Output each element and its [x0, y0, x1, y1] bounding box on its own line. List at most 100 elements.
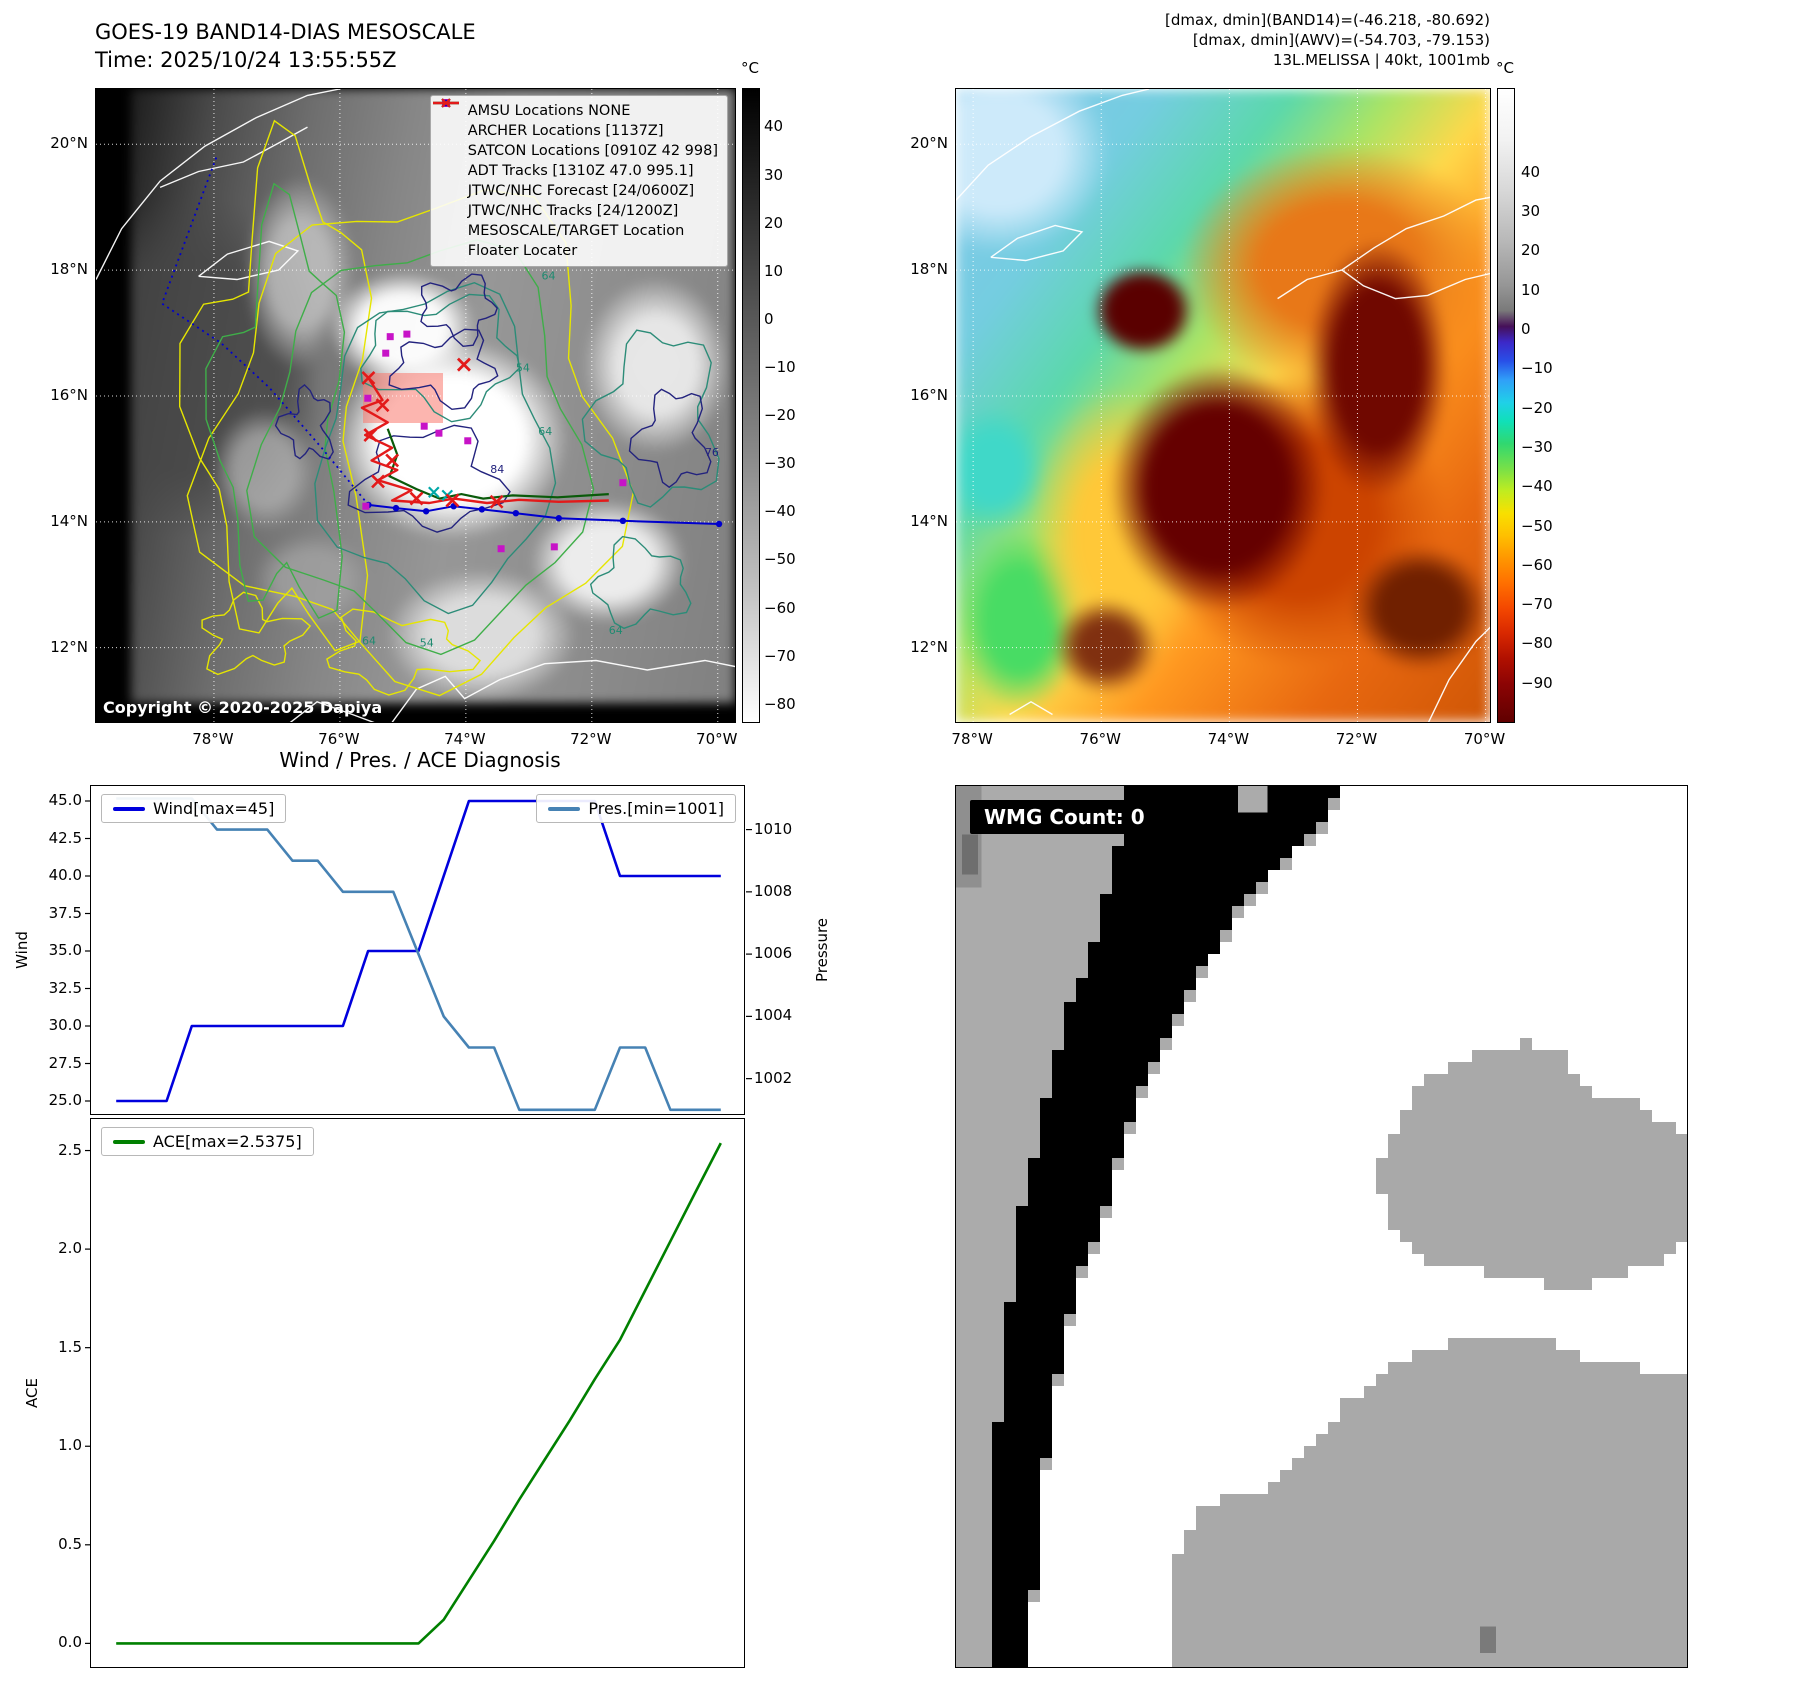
- lat-tick-label: 14°N: [50, 511, 88, 530]
- legend-item: ARCHER Locations [1137Z]: [434, 99, 718, 141]
- lon-tick-label: 72°W: [1335, 730, 1378, 748]
- lat-tick-label: 20°N: [50, 134, 88, 153]
- colorbar-tick-label: 40: [764, 117, 784, 136]
- ace-legend: ACE[max=2.5375]: [101, 1127, 314, 1156]
- legend-item: MESOSCALE/TARGET Location: [434, 98, 718, 241]
- awv-overlay: [956, 89, 1490, 722]
- colorbar-tick-label: 20: [764, 213, 784, 232]
- ace-y-tick-label: 2.5: [58, 1140, 82, 1159]
- legend-item: SATCON Locations [0910Z 42 998]: [434, 98, 718, 161]
- colorbar-tick-label: 0: [1521, 320, 1531, 339]
- storm-status-line: 13L.MELISSA | 40kt, 1001mb: [1272, 51, 1490, 69]
- ace-plot: [85, 1142, 722, 1645]
- legend-item-label: MESOSCALE/TARGET Location: [467, 223, 685, 239]
- awv-satellite-imagery: [956, 89, 1490, 722]
- colorbar-tick-label: −20: [764, 406, 796, 425]
- lat-tick-label: 12°N: [910, 637, 948, 656]
- awv-dmax-dmin-line: [dmax, dmin](AWV)=(-54.703, -79.153): [1192, 31, 1490, 49]
- copyright-text: Copyright © 2020-2025 Dapiya: [103, 698, 383, 717]
- colorbar-tick-label: 10: [1521, 280, 1541, 299]
- band14-colorbar: [742, 88, 760, 723]
- awv-colorbar-unit: °C: [1496, 59, 1514, 77]
- pressure-y-tick-label: 1002: [754, 1068, 793, 1087]
- lat-tick-label: 16°N: [910, 385, 948, 404]
- colorbar-tick-label: −90: [1521, 673, 1553, 692]
- svg-text:64: 64: [538, 425, 552, 438]
- band14-dmax-dmin-line: [dmax, dmin](BAND14)=(-46.218, -80.692): [1165, 11, 1490, 29]
- lat-tick-label: 12°N: [50, 637, 88, 656]
- lat-tick-label: 20°N: [910, 134, 948, 153]
- band14-legend: AMSU Locations NONE ARCHER Locations [113…: [429, 95, 728, 267]
- colorbar-tick-label: −80: [764, 694, 796, 713]
- svg-text:54: 54: [516, 362, 530, 375]
- legend-item-label: AMSU Locations NONE: [467, 103, 631, 119]
- colorbar-tick-label: −30: [764, 454, 796, 473]
- awv-map: [955, 88, 1491, 723]
- pressure-y-tick-label: 1008: [754, 881, 793, 900]
- legend-item-label: ARCHER Locations [1137Z]: [467, 123, 664, 139]
- svg-text:76: 76: [705, 446, 719, 459]
- legend-text: ACE[max=2.5375]: [153, 1132, 302, 1151]
- svg-text:64: 64: [362, 635, 376, 648]
- legend-item-label: JTWC/NHC Forecast [24/0600Z]: [467, 183, 695, 199]
- wind-y-tick-label: 30.0: [48, 1016, 82, 1034]
- colorbar-tick-label: −60: [1521, 555, 1553, 574]
- legend-item: AMSU Locations NONE: [434, 99, 718, 121]
- colorbar-tick-label: −30: [1521, 437, 1553, 456]
- band14-time: Time: 2025/10/24 13:55:55Z: [95, 48, 397, 72]
- pressure-y-tick-label: 1006: [754, 944, 793, 963]
- legend-item: JTWC/NHC Tracks [24/1200Z]: [432, 99, 718, 221]
- legend-item: ADT Tracks [1310Z 47.0 995.1]: [432, 101, 718, 181]
- lat-tick-label: 18°N: [910, 260, 948, 279]
- lon-tick-label: 76°W: [318, 730, 360, 748]
- svg-text:64: 64: [541, 270, 555, 283]
- legend-item: Floater Locater: [432, 101, 718, 261]
- colorbar-tick-label: −40: [764, 502, 796, 521]
- lon-tick-label: 76°W: [1079, 730, 1121, 748]
- lon-tick-label: 74°W: [444, 730, 486, 748]
- legend-text: Pres.[min=1001]: [588, 799, 724, 818]
- lat-tick-label: 14°N: [910, 511, 948, 530]
- wind-y-tick-label: 40.0: [48, 866, 82, 884]
- wmg-count-badge: WMG Count: 0: [970, 800, 1159, 834]
- lon-tick-label: 70°W: [1463, 730, 1506, 748]
- wind-y-tick-label: 25.0: [48, 1091, 82, 1109]
- band14-map: 64 54 64 84 64 54 64 76 AMSU Locations NONE ARCH…: [95, 88, 736, 723]
- legend-item-label: JTWC/NHC Tracks [24/1200Z]: [467, 203, 679, 219]
- lat-tick-label: 16°N: [50, 385, 88, 404]
- legend-line-sample: [548, 806, 581, 811]
- lat-tick-label: 18°N: [50, 260, 88, 279]
- colorbar-tick-label: −40: [1521, 477, 1553, 496]
- ace-y-tick-label: 1.5: [58, 1337, 82, 1356]
- colorbar-tick-label: 10: [764, 261, 784, 280]
- svg-text:64: 64: [609, 624, 623, 637]
- colorbar-tick-label: −10: [1521, 359, 1553, 378]
- ace-chart: ACE[max=2.5375]: [85, 1118, 745, 1668]
- band14-title: GOES-19 BAND14-DIAS MESOSCALE: [95, 20, 476, 44]
- ace-y-tick-label: 0.5: [58, 1534, 82, 1553]
- pressure-y-tick-label: 1004: [754, 1006, 793, 1025]
- wind-y-tick-label: 42.5: [48, 828, 82, 847]
- colorbar-tick-label: −50: [764, 550, 796, 569]
- wind-pressure-plot: [85, 797, 752, 1112]
- svg-text:54: 54: [420, 637, 434, 650]
- lon-tick-label: 74°W: [1207, 730, 1250, 748]
- lon-tick-label: 70°W: [696, 730, 738, 748]
- band14-colorbar-unit: °C: [741, 59, 759, 77]
- wind-y-tick-label: 27.5: [48, 1053, 82, 1072]
- awv-header: [dmax, dmin](BAND14)=(-46.218, -80.692) …: [1165, 10, 1490, 70]
- ace-y-tick-label: 2.0: [58, 1239, 82, 1258]
- diagnosis-title: Wind / Pres. / ACE Diagnosis: [279, 748, 561, 772]
- wind-y-tick-label: 32.5: [48, 978, 82, 997]
- awv-colorbar: [1497, 88, 1515, 723]
- legend-item: JTWC/NHC Forecast [24/0600Z]: [432, 102, 718, 201]
- wmg-mask-image: [956, 786, 1687, 1667]
- legend-line-sample: [113, 1139, 145, 1144]
- colorbar-tick-label: −70: [1521, 595, 1553, 614]
- legend-item-label: ADT Tracks [1310Z 47.0 995.1]: [467, 163, 694, 179]
- ace-axis-label: ACE: [23, 1378, 41, 1408]
- colorbar-tick-label: −20: [1521, 398, 1553, 417]
- pressure-legend: Pres.[min=1001]: [536, 794, 736, 823]
- pressure-axis-label: Pressure: [813, 917, 831, 983]
